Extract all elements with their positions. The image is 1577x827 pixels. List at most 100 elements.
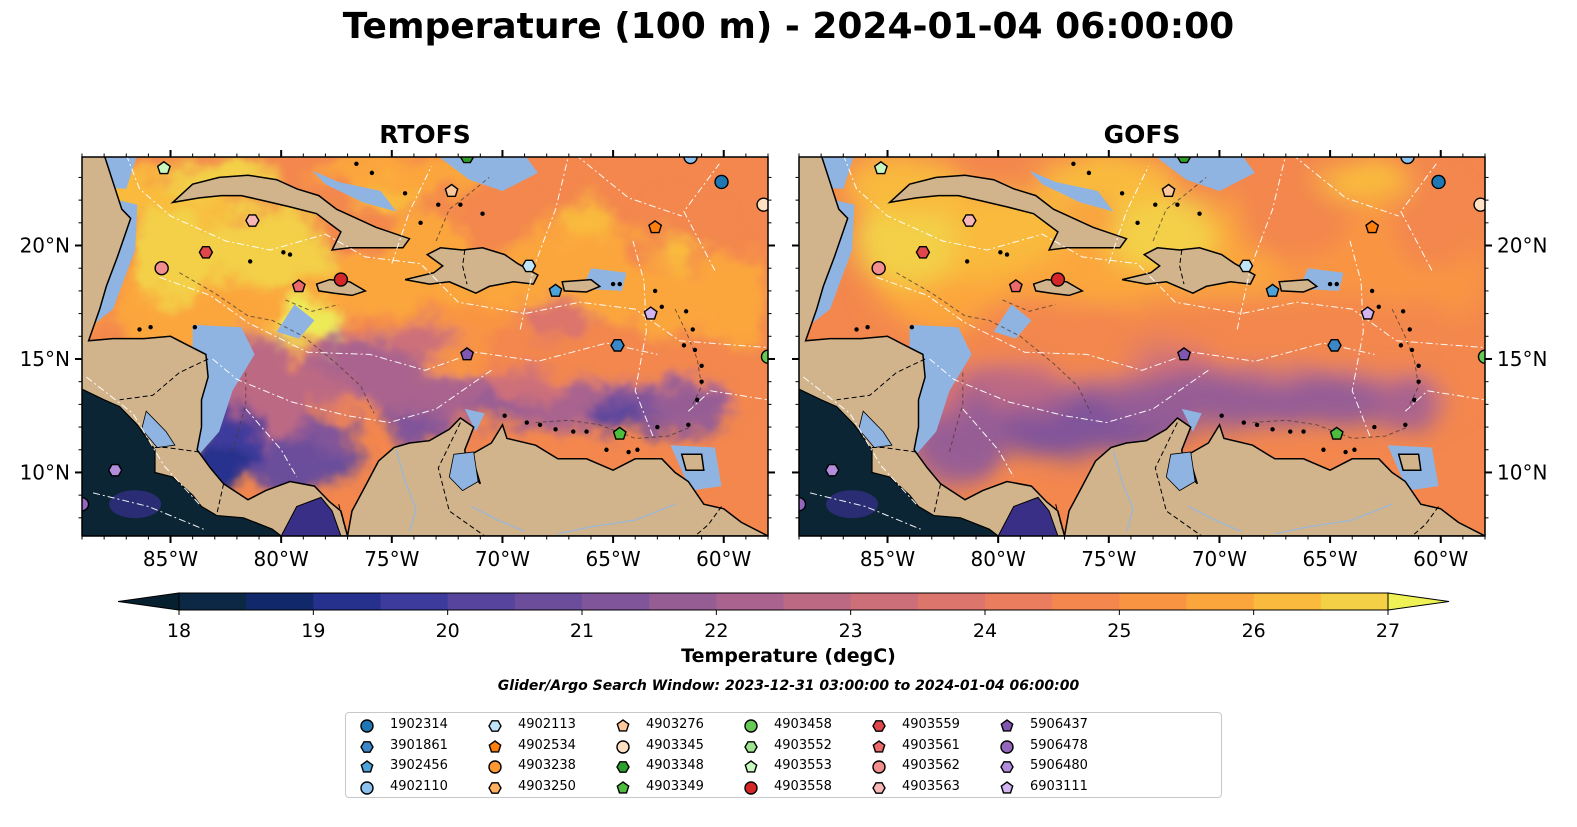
small-island — [354, 161, 359, 167]
small-island — [1409, 347, 1415, 353]
float-marker-4903276 — [1161, 183, 1176, 198]
eez-boundary — [1349, 240, 1371, 437]
country-border — [338, 504, 346, 530]
legend-marker — [872, 781, 886, 794]
float-marker-4903553 — [156, 160, 171, 175]
legend-marker — [1000, 719, 1014, 732]
eez-boundary — [843, 157, 1485, 349]
map-area — [64, 157, 768, 536]
eez-boundary — [1294, 157, 1399, 217]
legend-marker — [872, 760, 886, 774]
float-marker-4903558 — [333, 272, 349, 287]
shallow-shelf — [1181, 408, 1202, 432]
legend-marker-icon — [744, 780, 758, 795]
legend-marker-icon — [360, 719, 374, 733]
map-panel-rtofs: 85°W 80°W 75°W 70°W 65°W 60°W 20°N 15°N 10°N — [20, 150, 775, 571]
small-island — [694, 397, 700, 403]
float-marker-6903111 — [643, 306, 658, 320]
small-island — [1321, 447, 1326, 452]
float-marker-4903553 — [873, 160, 888, 175]
lon-tick-label: 85°W — [860, 547, 915, 571]
lat-tick-label: 20°N — [1497, 234, 1547, 258]
country-border — [836, 358, 926, 401]
float-marker-5906478 — [799, 497, 807, 512]
shallow-shelf — [1029, 170, 1114, 212]
legend-marker-icon — [744, 719, 758, 733]
legend-marker — [872, 739, 886, 753]
colorbar-segment — [380, 593, 449, 610]
legend-marker-icon — [616, 761, 630, 773]
small-island — [655, 424, 660, 430]
colorbar-segment — [850, 593, 919, 610]
float-marker-3902456 — [1265, 283, 1280, 297]
float-marker-1902314 — [714, 174, 729, 190]
small-island — [652, 288, 658, 294]
country-border — [462, 249, 468, 285]
float-marker-4903563 — [245, 214, 260, 227]
shallow-shelf — [464, 408, 485, 432]
colorbar-under-arrow — [117, 592, 180, 611]
country-border — [1411, 506, 1439, 536]
colorbar-tick-label: 27 — [1376, 620, 1400, 640]
colorbar-segment — [1186, 593, 1255, 610]
legend-marker-icon — [360, 740, 374, 753]
lon-tick-label: 75°W — [364, 547, 419, 571]
small-island — [524, 420, 529, 425]
float-marker-4903349 — [612, 426, 627, 440]
small-island — [1219, 413, 1224, 418]
colorbar-segment — [246, 593, 314, 610]
eez-boundary — [92, 492, 204, 530]
south-america-land — [346, 417, 768, 536]
axis-ticks — [75, 150, 775, 543]
small-island — [1004, 252, 1010, 257]
legend-label: 4902113 — [518, 717, 576, 732]
small-island — [854, 327, 859, 332]
float-marker-4903561 — [291, 279, 306, 293]
small-island — [617, 281, 622, 287]
lon-tick-label: 80°W — [254, 547, 309, 571]
small-island — [1400, 309, 1406, 314]
small-island — [1301, 429, 1306, 434]
small-island — [1343, 449, 1348, 455]
legend-label: 4903563 — [902, 778, 960, 794]
small-island — [402, 191, 408, 196]
eez-boundary — [519, 157, 569, 330]
map-frame — [798, 156, 1486, 537]
colorbar-segment — [1119, 593, 1188, 610]
float-marker-3902456 — [548, 283, 563, 297]
lat-tick-label: 15°N — [20, 347, 70, 371]
small-island — [458, 202, 463, 207]
map-panel-gofs: 85°W 80°W 75°W 70°W 65°W 60°W 20°N 15°N 10°N — [792, 150, 1547, 571]
shallow-shelf — [439, 157, 538, 191]
legend-label: 3901861 — [390, 737, 448, 753]
eez-boundary — [632, 240, 654, 437]
small-island — [1376, 304, 1381, 309]
country-border — [933, 483, 942, 514]
legend-label: 4902110 — [390, 778, 448, 794]
small-island — [480, 211, 485, 216]
float-marker-4902110 — [683, 157, 698, 165]
float-marker-4903349 — [1329, 426, 1344, 440]
colorbar-frame — [178, 592, 1389, 611]
eez-boundary — [159, 276, 658, 371]
small-island — [1071, 161, 1076, 167]
small-island — [690, 327, 695, 332]
country-border — [437, 422, 485, 536]
colorbar-tick-label: 23 — [839, 620, 863, 640]
float-marker-4903238 — [64, 194, 77, 207]
lake — [1165, 451, 1196, 492]
float-marker-5906437 — [1177, 347, 1192, 361]
lake — [448, 451, 479, 492]
colorbar-tick-label: 20 — [436, 620, 460, 640]
small-island — [635, 447, 640, 452]
lon-tick-label: 60°W — [1413, 547, 1468, 571]
small-island — [626, 449, 631, 455]
eez-boundary — [245, 408, 298, 478]
float-marker-4903559 — [198, 245, 214, 259]
small-island — [1398, 343, 1404, 348]
legend-marker-icon — [488, 720, 502, 732]
legend-marker — [616, 761, 630, 773]
legend-marker-icon — [616, 780, 630, 794]
legend-marker-icon — [616, 739, 630, 754]
puertoRico-island — [561, 278, 602, 293]
